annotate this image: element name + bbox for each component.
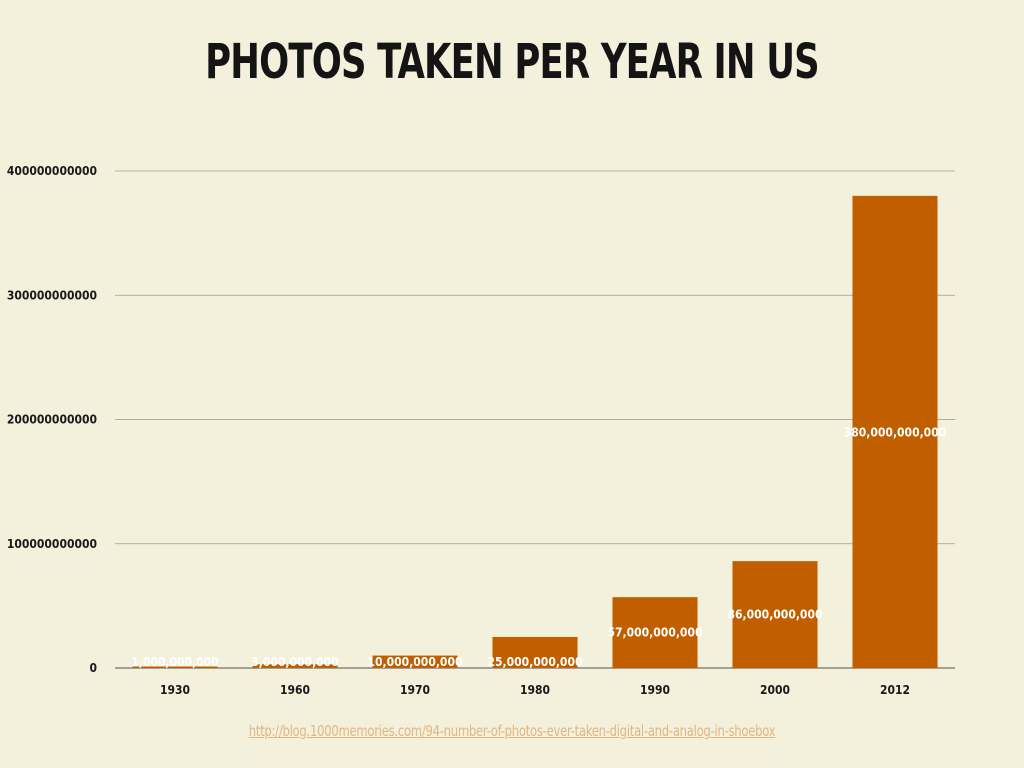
bar — [252, 664, 338, 668]
source-link[interactable]: http://blog.1000memories.com/94-number-o… — [248, 722, 776, 740]
chart-title: PHOTOS TAKEN PER YEAR IN US — [205, 34, 819, 90]
bar — [492, 636, 578, 668]
data-label: 57,000,000,000 — [608, 626, 703, 640]
y-tick-label: 300000000000 — [7, 288, 97, 302]
data-label: 25,000,000,000 — [488, 655, 583, 669]
data-label: 3,000,000,000 — [251, 655, 338, 669]
x-tick-label: 1980 — [520, 683, 550, 697]
bar — [732, 561, 818, 668]
data-label: 10,000,000,000 — [368, 655, 463, 669]
data-labels: 1,000,000,000 3,000,000,000 10,000,000,000… — [131, 426, 946, 669]
x-axis-category-labels: 1930 1960 1970 1980 1990 2000 2012 — [160, 683, 910, 697]
x-tick-label: 1930 — [160, 683, 190, 697]
data-label: 86,000,000,000 — [728, 608, 823, 622]
y-tick-label: 400000000000 — [7, 164, 97, 178]
y-axis-tick-labels: 0 100000000000 200000000000 300000000000 400… — [7, 164, 97, 675]
x-tick-label: 1990 — [640, 683, 670, 697]
x-tick-label: 2012 — [880, 683, 910, 697]
bar — [852, 195, 938, 668]
x-tick-label: 1960 — [280, 683, 310, 697]
bars — [132, 195, 938, 668]
y-tick-label: 200000000000 — [7, 413, 97, 427]
bar — [132, 666, 218, 668]
data-label: 380,000,000,000 — [844, 426, 946, 440]
bar — [612, 597, 698, 668]
x-tick-label: 2000 — [760, 683, 790, 697]
y-tick-label: 0 — [89, 661, 97, 675]
data-label: 1,000,000,000 — [131, 655, 218, 669]
x-tick-label: 1970 — [400, 683, 430, 697]
gridlines — [115, 170, 955, 669]
y-tick-label: 100000000000 — [7, 537, 97, 551]
bar — [372, 655, 458, 668]
